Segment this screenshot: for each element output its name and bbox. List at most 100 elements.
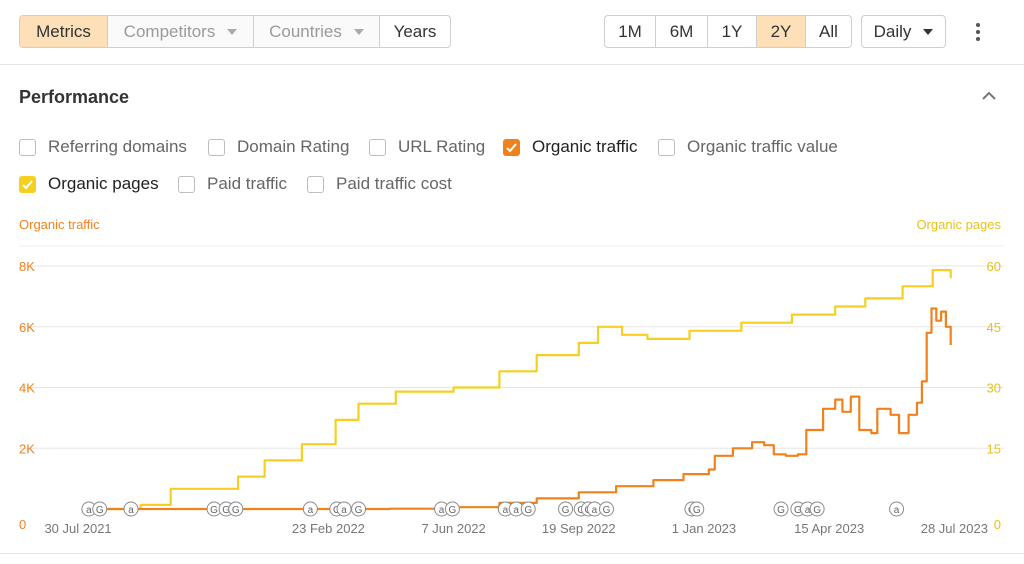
checkmark-icon (503, 138, 520, 156)
annotation-marker (773, 501, 789, 517)
metric-checkbox-organic-pages[interactable]: Organic pages (19, 174, 159, 194)
tab-years[interactable]: Years (380, 16, 450, 47)
checkbox-box (658, 138, 675, 156)
left-tick-label: 8K (19, 259, 35, 274)
tab-label: Countries (269, 21, 342, 41)
range-1y-button[interactable]: 1Y (708, 16, 757, 47)
tab-countries[interactable]: Countries (254, 16, 380, 47)
annotation-label: a (439, 505, 445, 516)
right-tick-label: 15 (987, 441, 1001, 456)
right-tick-label: 45 (987, 320, 1001, 335)
checkbox-box (307, 175, 324, 193)
annotation-label: G (232, 505, 240, 516)
left-tick-label: 6K (19, 320, 35, 335)
checkbox-box (19, 138, 36, 156)
annotation-label: a (805, 505, 811, 516)
right-tick-label: 0 (994, 517, 1001, 532)
annotation-marker (123, 501, 139, 517)
checkmark-icon (19, 175, 36, 193)
annotation-label: G (813, 505, 821, 516)
annotation-label: G (355, 505, 363, 516)
annotation-label: a (128, 505, 134, 516)
annotation-marker (520, 501, 536, 517)
metric-checkbox-organic-traffic[interactable]: Organic traffic (503, 137, 638, 157)
metric-checkbox-url-rating[interactable]: URL Rating (369, 137, 485, 157)
annotation-label: G (96, 505, 104, 516)
annotation-marker (809, 501, 825, 517)
chevron-down-icon (353, 28, 364, 35)
metric-checkbox-referring-domains[interactable]: Referring domains (19, 137, 187, 157)
checkbox-box (369, 138, 386, 156)
x-tick-label: 19 Sep 2022 (542, 521, 616, 536)
checkbox-box (208, 138, 225, 156)
metric-checkbox-paid-traffic[interactable]: Paid traffic (178, 174, 287, 194)
tab-label: Competitors (123, 21, 216, 41)
x-tick-label: 15 Apr 2023 (794, 521, 864, 536)
annotation-marker (444, 501, 460, 517)
right-tick-label: 30 (987, 381, 1001, 396)
more-options-icon[interactable] (972, 20, 984, 44)
chevron-up-icon[interactable] (982, 89, 996, 103)
x-tick-label: 1 Jan 2023 (672, 521, 736, 536)
annotation-marker (302, 501, 318, 517)
annotation-label: G (210, 505, 218, 516)
annotation-label: G (222, 505, 230, 516)
annotation-label: a (341, 505, 347, 516)
series-line-organic-pages (85, 269, 952, 511)
x-tick-label: 28 Jul 2023 (921, 521, 988, 536)
annotation-label: G (693, 505, 701, 516)
chevron-down-icon (923, 28, 934, 35)
metric-label: Organic traffic (532, 137, 638, 156)
annotation-marker (598, 501, 614, 517)
metric-label: Organic traffic value (687, 137, 838, 156)
tab-label: Years (393, 21, 437, 41)
annotation-label: a (592, 505, 598, 516)
tab-competitors[interactable]: Competitors (108, 16, 254, 47)
annotation-marker (92, 501, 108, 517)
right-axis-title: Organic pages (916, 217, 1001, 232)
annotation-label: G (794, 505, 802, 516)
annotation-label: a (86, 505, 92, 516)
annotation-label: G (562, 505, 570, 516)
chevron-down-icon (227, 28, 238, 35)
left-tick-label: 4K (19, 381, 35, 396)
panel-title: Performance (19, 87, 130, 107)
series-line-organic-traffic (85, 307, 952, 511)
metric-checkbox-paid-traffic-cost[interactable]: Paid traffic cost (307, 174, 452, 194)
metric-label: URL Rating (398, 137, 486, 156)
metric-label: Domain Rating (237, 137, 350, 156)
interval-dropdown[interactable]: Daily (861, 15, 946, 48)
annotation-marker (889, 501, 905, 517)
range-2y-button[interactable]: 2Y (757, 16, 806, 47)
annotation-label: a (503, 505, 509, 516)
left-tick-label: 0 (19, 517, 26, 532)
left-tick-label: 2K (19, 441, 35, 456)
tab-metrics[interactable]: Metrics (20, 16, 108, 47)
right-tick-label: 60 (987, 259, 1001, 274)
range-all-button[interactable]: All (819, 21, 838, 41)
range-1m-button[interactable]: 1M (605, 16, 656, 47)
annotation-label: G (603, 505, 611, 516)
annotation-label: G (449, 505, 457, 516)
interval-label: Daily (873, 21, 912, 41)
annotation-label: a (513, 505, 519, 516)
annotation-label: G (524, 505, 532, 516)
metric-label: Organic pages (48, 174, 159, 193)
annotation-marker (558, 501, 574, 517)
annotation-marker (689, 501, 705, 517)
annotation-marker (228, 501, 244, 517)
metric-label: Referring domains (48, 137, 187, 156)
performance-chart: 0 2K 4K 6K 8K 0 15 30 45 60 30 Jul 2021 23 Feb 2022… (19, 245, 1004, 536)
divider (0, 553, 1024, 554)
annotation-label: a (308, 505, 314, 516)
x-tick-label: 23 Feb 2022 (292, 521, 365, 536)
annotation-label: a (894, 505, 900, 516)
metric-checkbox-organic-traffic-value[interactable]: Organic traffic value (658, 137, 838, 157)
date-range-selector: 1M 6M 1Y 2Y All (604, 15, 852, 48)
annotation-label: G (777, 505, 785, 516)
metric-checkbox-domain-rating[interactable]: Domain Rating (208, 137, 349, 157)
metric-label: Paid traffic cost (336, 174, 452, 193)
x-tick-label: 7 Jun 2022 (421, 521, 485, 536)
x-tick-label: 30 Jul 2021 (44, 521, 111, 536)
range-6m-button[interactable]: 6M (656, 16, 708, 47)
